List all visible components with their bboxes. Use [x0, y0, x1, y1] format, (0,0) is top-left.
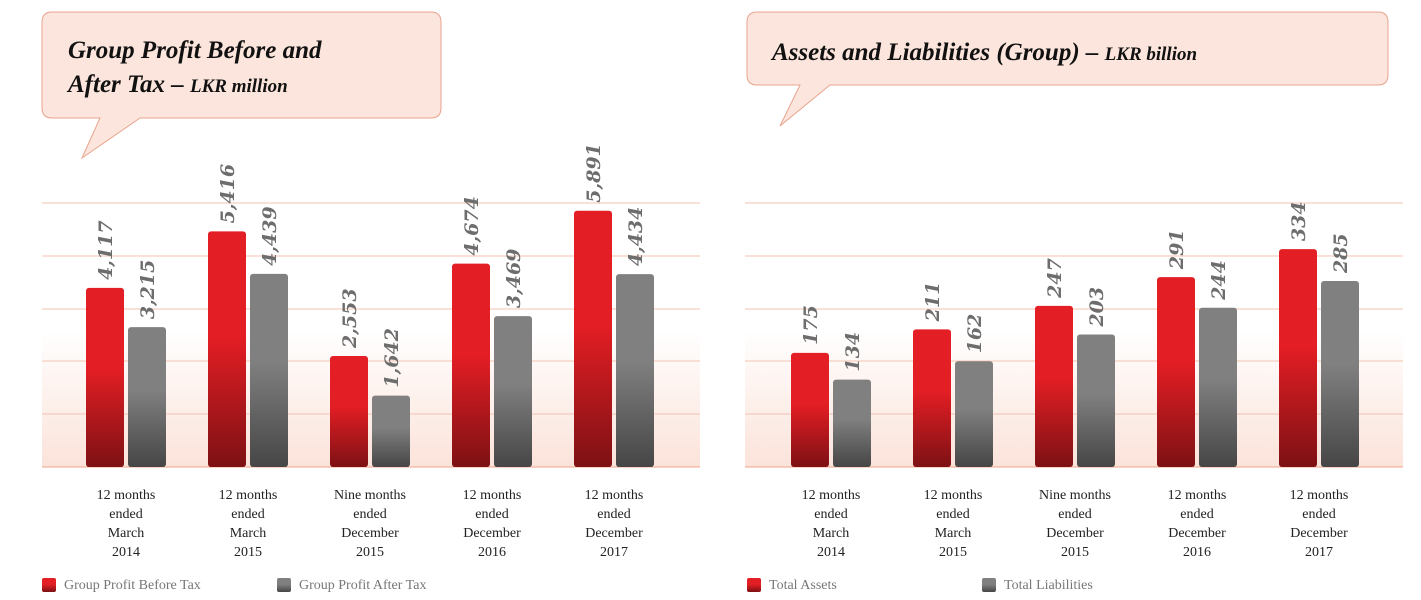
dash: – [1080, 39, 1105, 66]
x-tick-label: 12 months ended December 2017 [584, 488, 644, 560]
data-label: 244 [1208, 260, 1230, 301]
legend-swatch [277, 578, 291, 592]
legend-label: Total Liabilities [1004, 578, 1093, 593]
data-label: 4,117 [95, 220, 117, 280]
data-label: 203 [1086, 287, 1108, 328]
x-tick-label: 12 months ended December 2016 [1167, 488, 1227, 560]
legend-swatch [42, 578, 56, 592]
chart-title: Assets and Liabilities (Group) – LKR bil… [770, 39, 1197, 66]
bar [208, 231, 246, 467]
plot-backgrounds [42, 330, 1403, 467]
dash: – [165, 71, 190, 98]
data-label: 285 [1330, 233, 1352, 274]
bar [330, 355, 368, 467]
x-tick-label: Nine months ended December 2015 [334, 488, 406, 560]
x-tick-label: 12 months ended March 2015 [218, 488, 278, 560]
legend-swatch [982, 578, 996, 592]
legend-label: Total Assets [769, 578, 837, 593]
bar [913, 329, 951, 467]
chart-title: Group Profit Before and After Tax – LKR … [66, 37, 328, 98]
data-label: 175 [800, 305, 822, 345]
bar [86, 287, 124, 467]
data-label: 5,891 [583, 143, 605, 203]
data-label: 3,215 [137, 260, 159, 320]
data-label: 5,416 [217, 164, 239, 224]
data-label: 211 [922, 282, 944, 323]
bar [372, 395, 410, 467]
data-label: 4,674 [461, 196, 483, 256]
x-tick-label: 12 months ended March 2015 [923, 488, 983, 560]
data-label: 2,553 [339, 288, 361, 349]
x-tick-label: 12 months ended March 2014 [801, 488, 861, 560]
chart-subtitle: LKR billion [1104, 44, 1197, 65]
data-label: 4,434 [625, 207, 647, 267]
chart-subtitle: LKR million [189, 76, 288, 97]
bar [1279, 249, 1317, 467]
bar [1035, 305, 1073, 467]
x-tick-label: Nine months ended December 2015 [1039, 488, 1111, 560]
x-tick-label: 12 months ended December 2017 [1289, 488, 1349, 560]
bar [250, 273, 288, 467]
callouts [41, 11, 1389, 160]
bar [791, 352, 829, 467]
data-label: 3,469 [503, 249, 525, 309]
bar [574, 210, 612, 467]
title-line: Group Profit Before and [68, 37, 322, 64]
bar [1157, 277, 1195, 467]
data-label: 247 [1044, 258, 1066, 299]
bar [1199, 307, 1237, 467]
legend-label: Group Profit Before Tax [64, 578, 201, 593]
bar [128, 327, 166, 467]
bar [1321, 281, 1359, 467]
x-tick-label: 12 months ended December 2016 [462, 488, 522, 560]
data-label: 291 [1166, 229, 1188, 270]
data-label: 162 [964, 314, 986, 354]
bar [1077, 334, 1115, 467]
legend-label: Group Profit After Tax [299, 578, 426, 593]
bar [955, 361, 993, 467]
bar [833, 379, 871, 467]
title-line: After Tax [66, 71, 165, 98]
bar [494, 316, 532, 467]
legend-swatch [747, 578, 761, 592]
bar [616, 274, 654, 467]
title: Assets and Liabilities (Group) [770, 39, 1080, 66]
data-label: 4,439 [259, 206, 281, 266]
x-tick-label: 12 months ended March 2014 [96, 488, 156, 560]
bar [452, 263, 490, 467]
data-label: 1,642 [381, 328, 403, 388]
data-label: 334 [1288, 201, 1310, 241]
data-label: 134 [842, 332, 864, 372]
